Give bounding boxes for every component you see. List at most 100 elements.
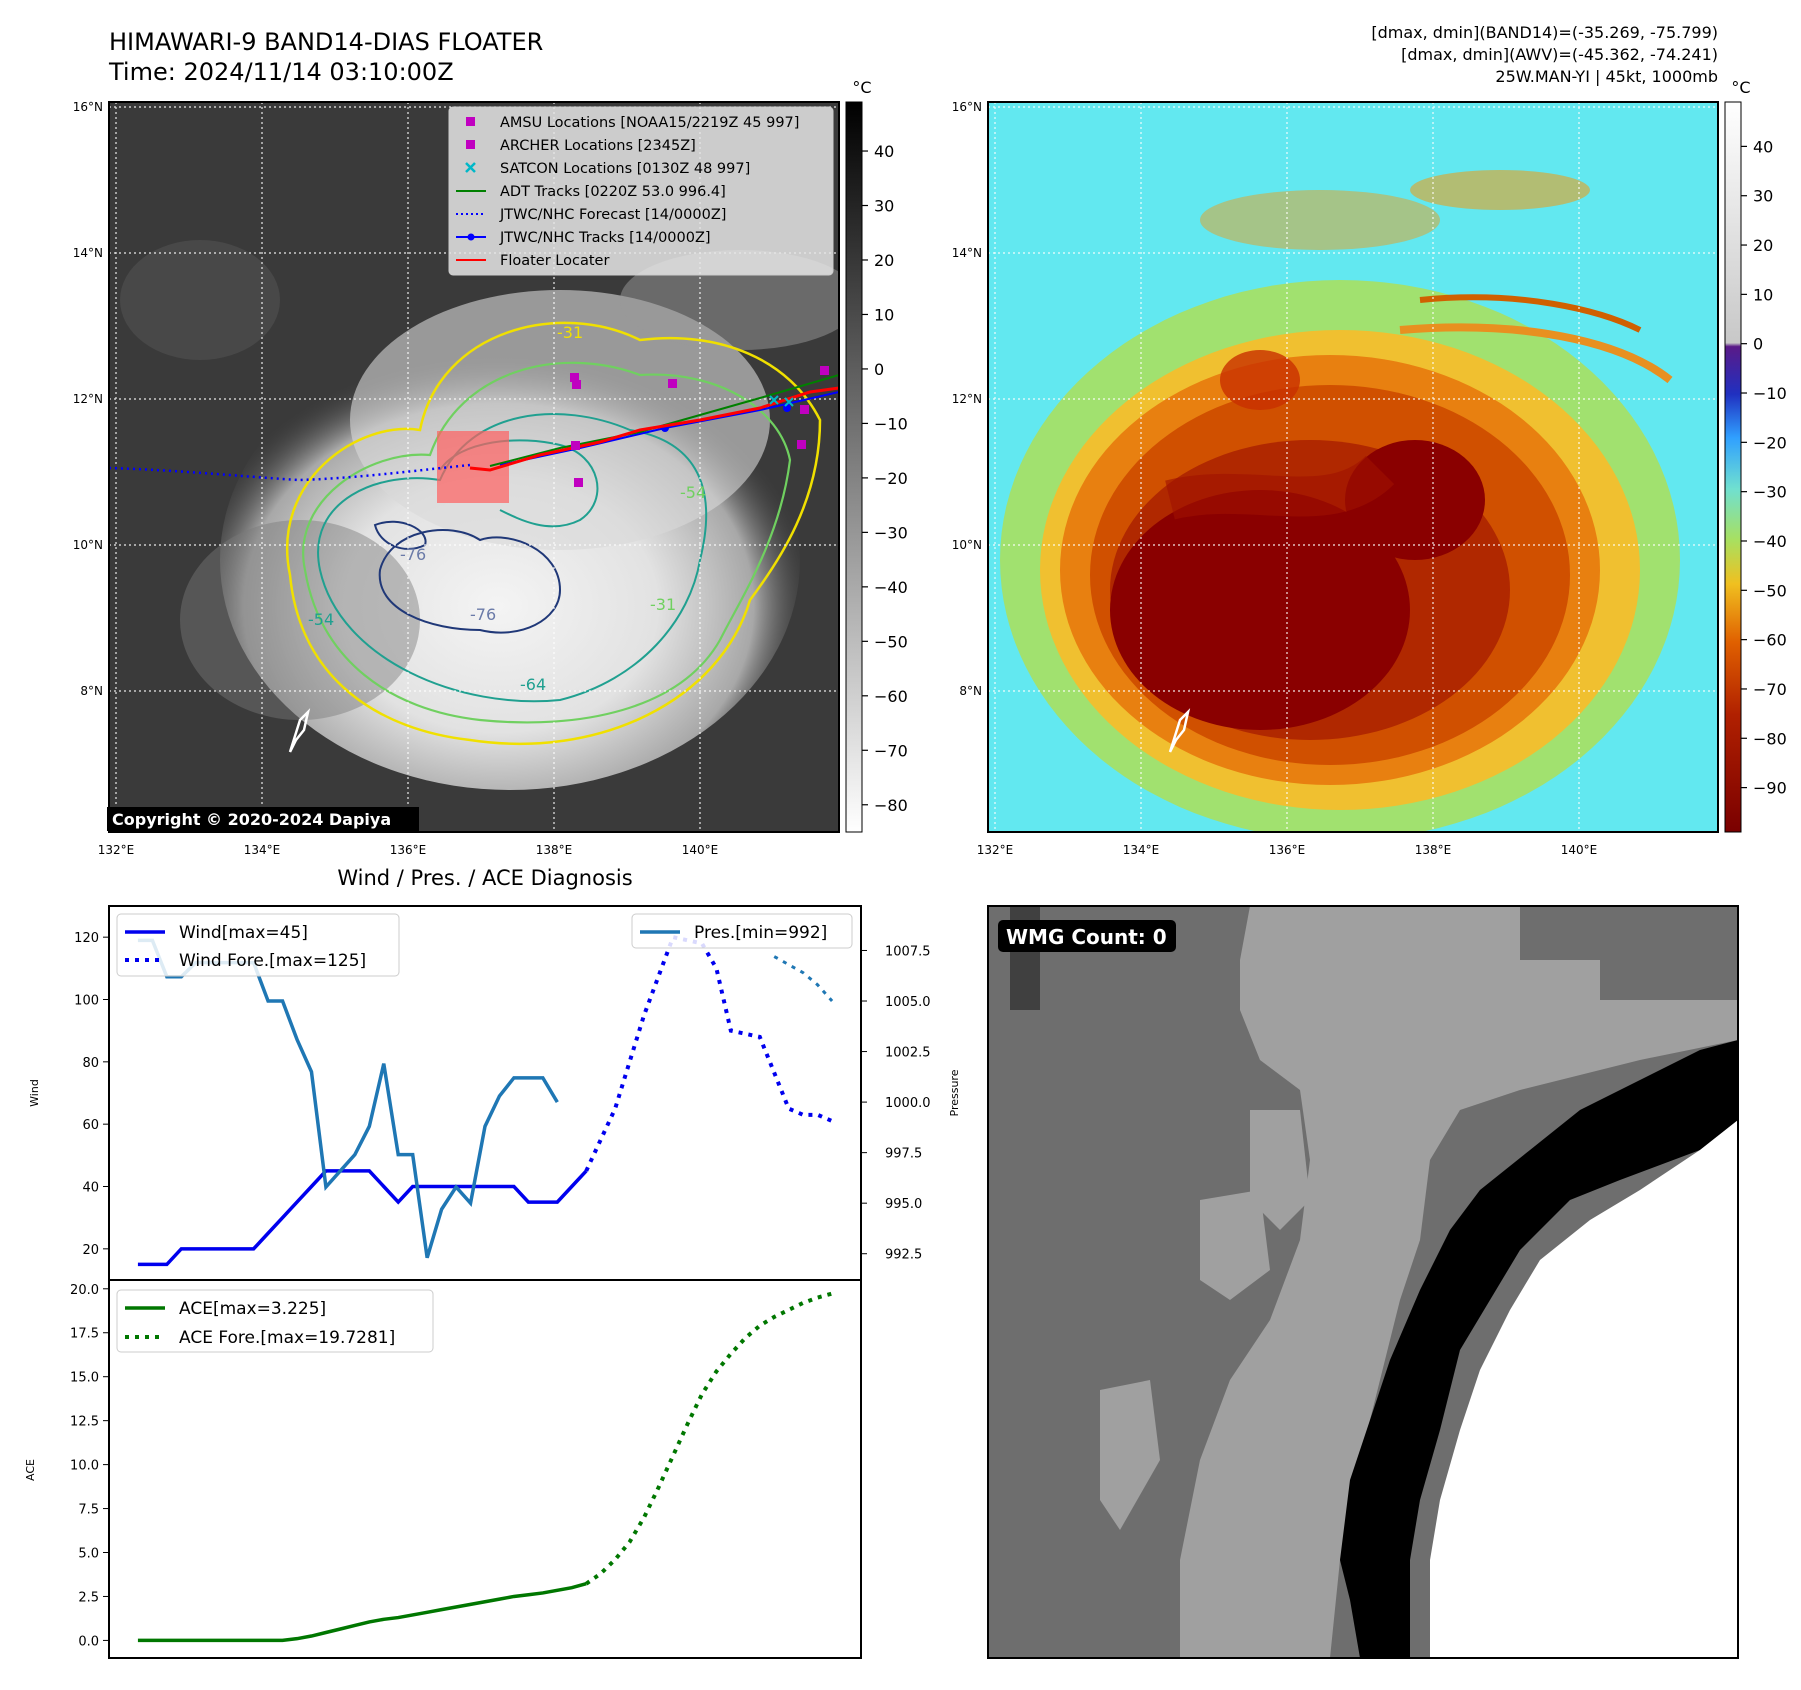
legend-label: ADT Tracks [0220Z 53.0 996.4] <box>500 184 726 200</box>
lon-tick-label: 136°E <box>1269 843 1306 857</box>
awv-map-panel: 132°E 134°E 136°E 138°E 140°E16°N14°N12°N10°… <box>952 78 1787 857</box>
colorbar-tick-label: −80 <box>874 796 908 815</box>
ir-colorbar-unit: °C <box>852 78 871 97</box>
info-storm: 25W.MAN-YI | 45kt, 1000mb <box>1495 67 1718 86</box>
colorbar-tick-label: −40 <box>1753 532 1787 551</box>
lon-tick-label: 140°E <box>1561 843 1598 857</box>
legend-label: SATCON Locations [0130Z 48 997] <box>500 161 750 177</box>
adt-track <box>489 374 839 467</box>
lat-tick-label: 10°N <box>73 538 103 552</box>
colorbar-tick-label: −70 <box>1753 680 1787 699</box>
colorbar-tick-label: 30 <box>1753 187 1773 206</box>
wmg-count-box <box>998 920 1176 952</box>
info-band14: [dmax, dmin](BAND14)=(-35.269, -75.799) <box>1371 23 1718 42</box>
ace-tick-label: 12.5 <box>70 1415 99 1430</box>
colorbar-tick-label: −70 <box>874 741 908 760</box>
legend-label: Pres.[min=992] <box>694 923 827 943</box>
pres-tick-label: 1002.5 <box>885 1046 931 1061</box>
colorbar-tick-label: −40 <box>874 578 908 597</box>
ace-chart: 0.0 2.5 5.0 7.5 10.0 12.5 15.0 17.5 20.0 ACE[max=… <box>24 1279 862 1659</box>
colorbar-tick-label: 20 <box>1753 236 1773 255</box>
lon-tick-label: 134°E <box>1123 843 1160 857</box>
colorbar-tick-label: −50 <box>874 632 908 651</box>
lon-tick-label: 136°E <box>390 843 427 857</box>
wind-tick-label: 40 <box>82 1181 99 1196</box>
colorbar-tick-label: −30 <box>874 523 908 542</box>
wind-tick-label: 60 <box>82 1118 99 1133</box>
pres-tick-label: 995.0 <box>885 1197 922 1212</box>
lon-tick-label: 138°E <box>1415 843 1452 857</box>
lon-tick-label: 132°E <box>977 843 1014 857</box>
wind-line <box>137 1169 588 1267</box>
legend-item: AMSU Locations [NOAA15/2219Z 45 997] <box>466 115 799 131</box>
lat-tick-label: 14°N <box>952 246 982 260</box>
pres-legend: Pres.[min=992] <box>631 913 853 949</box>
legend-item: ADT Tracks [0220Z 53.0 996.4] <box>456 184 726 200</box>
wind-ylabel: Wind <box>28 1079 41 1107</box>
legend-label: ACE[max=3.225] <box>179 1299 326 1319</box>
colorbar-tick-label: 20 <box>874 251 894 270</box>
lat-tick-label: 12°N <box>73 392 103 406</box>
colorbar-tick-label: −80 <box>1753 729 1787 748</box>
ace-tick-label: 10.0 <box>70 1459 99 1474</box>
pres-tick-label: 1000.0 <box>885 1096 931 1111</box>
copyright-text: Copyright © 2020-2024 Dapiya <box>112 810 391 829</box>
info-awv: [dmax, dmin](AWV)=(-45.362, -74.241) <box>1401 45 1718 64</box>
legend-item: JTWC/NHC Forecast [14/0000Z] <box>456 207 726 223</box>
ir-legend: AMSU Locations [NOAA15/2219Z 45 997] ARCH… <box>448 106 834 276</box>
pres-tick-label: 1005.0 <box>885 995 931 1010</box>
contour-label: -31 <box>650 595 676 614</box>
wind-tick-label: 20 <box>82 1243 99 1258</box>
legend-label: JTWC/NHC Forecast [14/0000Z] <box>499 207 726 223</box>
legend-label: ACE Fore.[max=19.7281] <box>179 1328 395 1348</box>
wind-pres-chart: 20 40 60 80 100 120 992.5 995.0 997.5 1000.0 1002.… <box>28 905 961 1281</box>
wind-legend: Wind[max=45] Wind Fore.[max=125] <box>116 913 400 977</box>
colorbar-tick-label: 0 <box>874 360 884 379</box>
lat-tick-label: 10°N <box>952 538 982 552</box>
lat-tick-label: 8°N <box>959 684 982 698</box>
contour-label: -54 <box>680 483 706 502</box>
ace-legend: ACE[max=3.225] ACE Fore.[max=19.7281] <box>116 1289 434 1353</box>
ace-tick-label: 0.0 <box>78 1634 99 1649</box>
copyright-box <box>107 807 419 831</box>
colorbar-tick-label: 40 <box>1753 137 1773 156</box>
lat-tick-label: 8°N <box>80 684 103 698</box>
lat-tick-label: 16°N <box>952 100 982 114</box>
wind-tick-label: 120 <box>74 931 99 946</box>
colorbar-tick-label: 10 <box>874 305 894 324</box>
contour-label: -76 <box>400 545 426 564</box>
colorbar-tick-label: −50 <box>1753 581 1787 600</box>
contour-label: -76 <box>470 605 496 624</box>
wind-tick-label: 80 <box>82 1056 99 1071</box>
wind-tick-label: 100 <box>74 994 99 1009</box>
pressure-forecast-line <box>773 955 834 1003</box>
awv-colorbar <box>1724 101 1742 833</box>
awv-colorbar-unit: °C <box>1731 78 1750 97</box>
colorbar-tick-label: −90 <box>1753 779 1787 798</box>
pres-tick-label: 997.5 <box>885 1147 922 1162</box>
ir-colorbar <box>845 101 863 833</box>
legend-label: AMSU Locations [NOAA15/2219Z 45 997] <box>500 115 799 131</box>
colorbar-tick-label: −30 <box>1753 483 1787 502</box>
pres-ylabel: Pressure <box>948 1069 961 1116</box>
ace-forecast-line <box>585 1291 833 1586</box>
legend-item: SATCON Locations [0130Z 48 997] <box>465 161 750 177</box>
ace-tick-label: 17.5 <box>70 1327 99 1342</box>
figure-title: HIMAWARI-9 BAND14-DIAS FLOATER <box>109 28 543 56</box>
legend-label: ARCHER Locations [2345Z] <box>500 138 696 154</box>
lon-tick-label: 134°E <box>244 843 281 857</box>
pres-tick-label: 1007.5 <box>885 944 931 959</box>
ace-tick-label: 7.5 <box>78 1503 99 1518</box>
ace-ylabel: ACE <box>24 1459 37 1481</box>
wmg-panel: WMG Count: 0 <box>987 905 1739 1659</box>
ace-tick-label: 2.5 <box>78 1590 99 1605</box>
wind-forecast-line <box>584 934 833 1172</box>
colorbar-tick-label: 0 <box>1753 335 1763 354</box>
colorbar-tick-label: −10 <box>874 414 908 433</box>
ace-tick-label: 15.0 <box>70 1371 99 1386</box>
colorbar-tick-label: 10 <box>1753 285 1773 304</box>
lat-tick-label: 12°N <box>952 392 982 406</box>
colorbar-tick-label: −10 <box>1753 384 1787 403</box>
pres-tick-label: 992.5 <box>885 1248 922 1263</box>
figure-time: Time: 2024/11/14 03:10:00Z <box>108 58 454 86</box>
